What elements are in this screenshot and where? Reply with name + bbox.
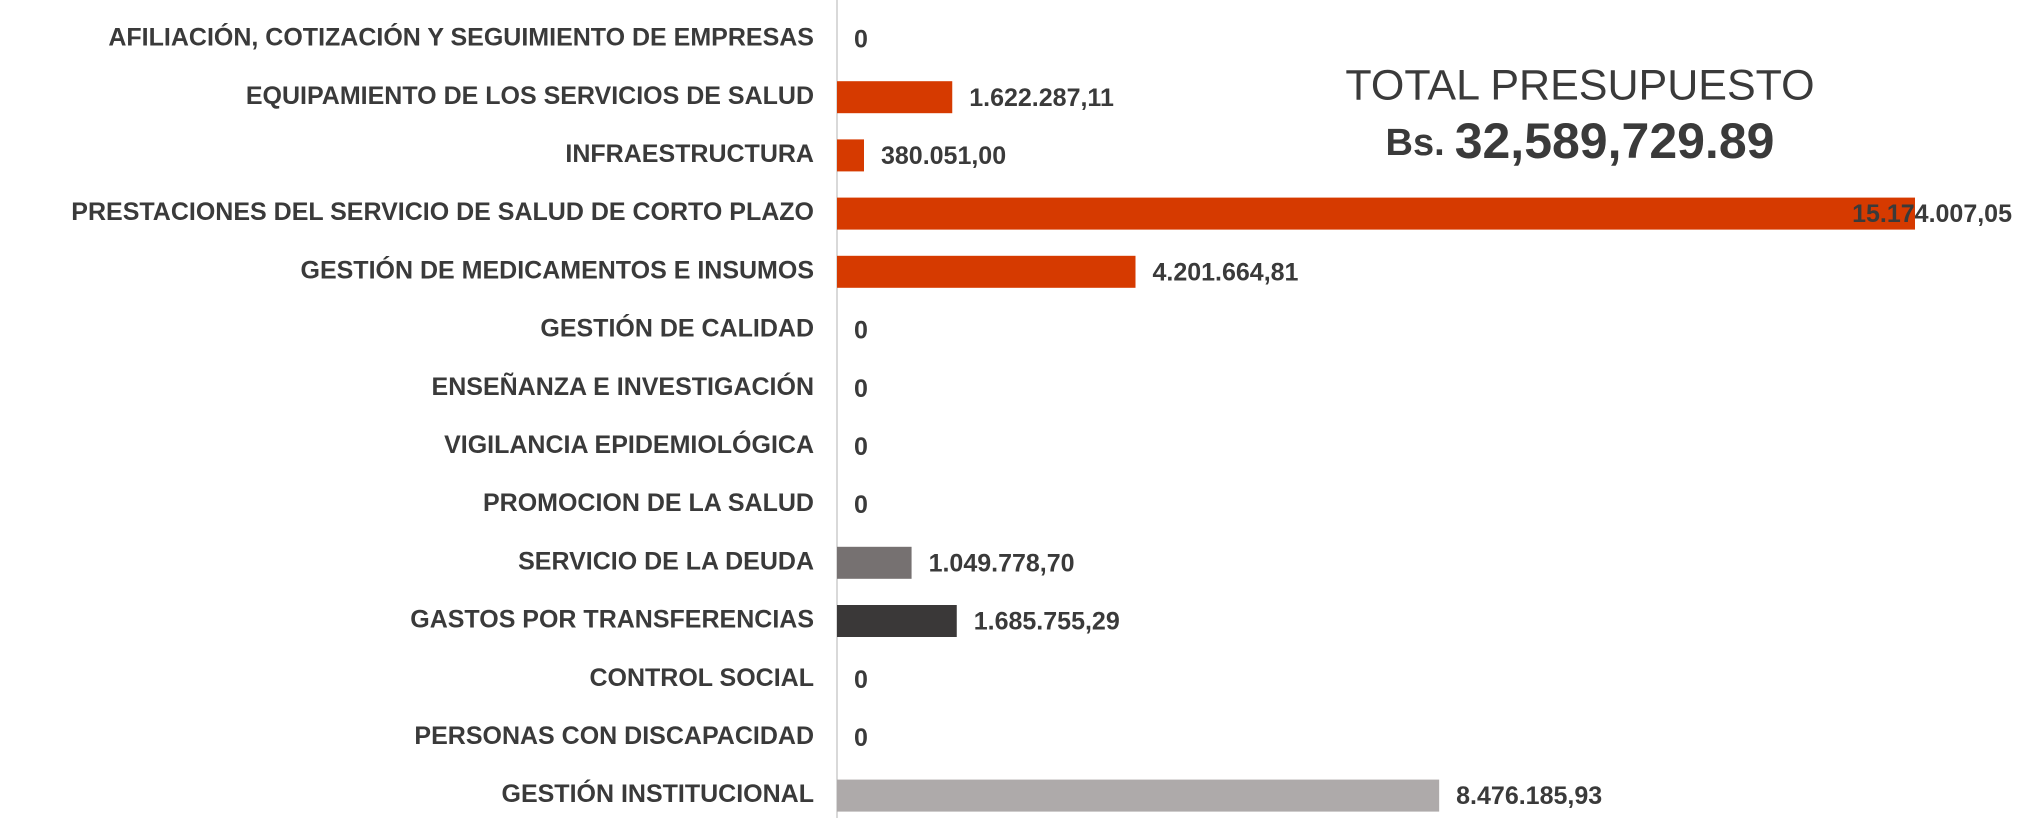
bar	[837, 139, 864, 172]
value-label: 0	[854, 724, 868, 752]
value-label: 1.622.287,11	[969, 84, 1114, 112]
category-label: GESTIÓN INSTITUCIONAL	[502, 778, 815, 808]
bar	[837, 779, 1440, 812]
value-label: 0	[854, 317, 868, 345]
value-label: 0	[854, 26, 868, 54]
bar	[837, 605, 957, 637]
value-label: 8.476.185,93	[1456, 782, 1602, 810]
category-label: VIGILANCIA EPIDEMIOLÓGICA	[444, 429, 814, 459]
value-label: 15.174.007,05	[1852, 200, 2012, 228]
bar	[837, 81, 953, 114]
value-label: 0	[854, 375, 868, 403]
bar	[837, 255, 1136, 288]
value-label: 4.201.664,81	[1152, 258, 1298, 286]
annotation-title: TOTAL PRESUPUESTO	[1345, 61, 1814, 109]
category-label: ENSEÑANZA E INVESTIGACIÓN	[432, 371, 814, 401]
category-label: PRESTACIONES DEL SERVICIO DE SALUD DE CO…	[71, 198, 814, 226]
currency: Bs.	[1386, 122, 1445, 164]
value-label: 0	[854, 433, 868, 461]
category-label: INFRAESTRUCTURA	[565, 140, 814, 168]
value-label: 0	[854, 666, 868, 694]
total: 32,589,729.89	[1455, 113, 1775, 169]
category-label: PERSONAS CON DISCAPACIDAD	[414, 722, 814, 750]
category-label: EQUIPAMIENTO DE LOS SERVICIOS DE SALUD	[246, 82, 814, 110]
annotation-total: Bs. 32,589,729.89	[1386, 113, 1775, 169]
category-label: AFILIACIÓN, COTIZACIÓN Y SEGUIMIENTO DE …	[108, 22, 814, 52]
category-label: GESTIÓN DE CALIDAD	[540, 313, 814, 343]
bar	[837, 546, 912, 579]
value-label: 1.049.778,70	[929, 549, 1075, 577]
value-label: 0	[854, 491, 868, 519]
bar	[837, 197, 1915, 230]
category-label: PROMOCION DE LA SALUD	[483, 489, 814, 517]
category-label: SERVICIO DE LA DEUDA	[518, 547, 814, 575]
value-label: 1.685.755,29	[974, 608, 1120, 636]
category-label: GASTOS POR TRANSFERENCIAS	[410, 606, 814, 634]
value-label: 380.051,00	[881, 142, 1006, 170]
category-label: GESTIÓN DE MEDICAMENTOS E INSUMOS	[301, 254, 814, 284]
category-label: CONTROL SOCIAL	[589, 664, 814, 692]
